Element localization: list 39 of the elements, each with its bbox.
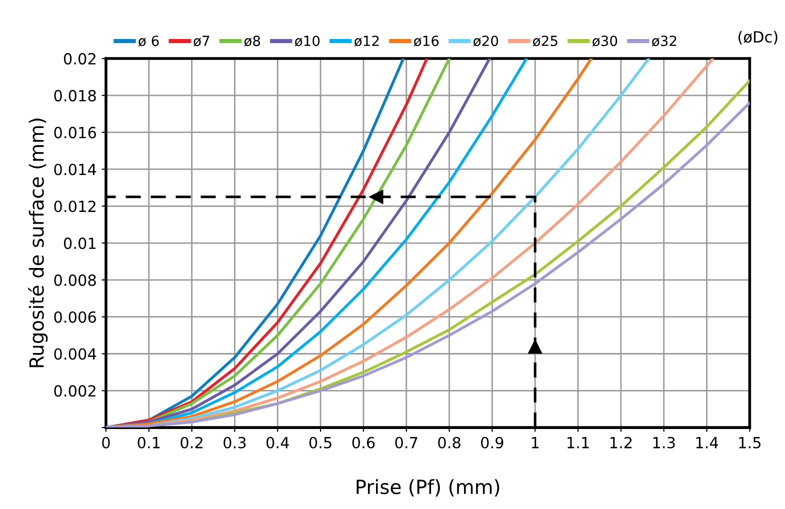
- x-tick-label: 0.6: [352, 436, 375, 448]
- x-tick-label: 1.5: [739, 437, 760, 448]
- x-tick-label: 0.2: [180, 436, 202, 448]
- legend-label: ø20: [473, 36, 498, 47]
- y-tick-label: 0.02: [64, 53, 96, 65]
- y-tick-label: 0.002: [54, 385, 96, 397]
- x-tick-label: 0.9: [481, 436, 504, 448]
- x-tick-label: 1.4: [696, 437, 718, 448]
- y-axis-title: Rugosité de surface (mm): [28, 118, 48, 368]
- x-tick-label: 0.1: [138, 436, 160, 448]
- legend-label: ø7: [193, 36, 210, 47]
- y-tick-label: 0.016: [54, 126, 96, 138]
- x-tick-label: 1: [532, 437, 539, 448]
- y-tick-label: 0.014: [54, 164, 96, 176]
- legend-title: (øDc): [738, 30, 778, 44]
- legend-label: ø12: [354, 36, 379, 47]
- y-tick-label: 0.018: [54, 90, 96, 102]
- x-tick-label: 1.1: [568, 437, 589, 448]
- legend-label: ø25: [532, 36, 558, 47]
- legend-label: ø30: [592, 36, 618, 47]
- x-tick-label: 0.4: [266, 436, 289, 448]
- x-tick-label: 1.3: [653, 436, 675, 448]
- legend-label: ø10: [294, 36, 320, 47]
- legend-label: ø32: [652, 36, 676, 47]
- x-tick-label: 0.5: [309, 436, 332, 448]
- y-tick-label: 0.006: [54, 311, 96, 323]
- x-tick-label: 1.2: [610, 436, 632, 448]
- x-tick-label: 0.3: [224, 436, 246, 448]
- x-axis-title: Prise (Pf) (mm): [356, 479, 500, 496]
- x-tick-label: 0.7: [395, 436, 418, 448]
- y-tick-label: 0.01: [64, 238, 96, 250]
- y-tick-label: 0.012: [54, 200, 96, 212]
- y-tick-label: 0.004: [54, 348, 96, 360]
- legend-label: ø 6: [138, 36, 159, 47]
- x-tick-label: 0.8: [438, 436, 460, 448]
- legend-label: ø16: [414, 36, 439, 47]
- x-tick-label: 0: [102, 436, 110, 448]
- legend-label: ø8: [244, 36, 260, 47]
- y-tick-label: 0.008: [54, 274, 96, 286]
